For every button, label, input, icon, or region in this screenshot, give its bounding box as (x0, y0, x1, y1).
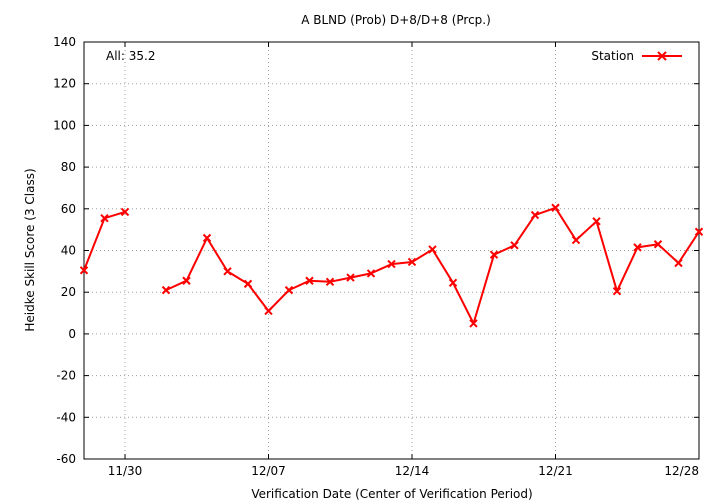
data-point-station (653, 240, 663, 249)
data-point-station (120, 207, 130, 217)
data-point-station (633, 243, 642, 252)
data-point-station (182, 276, 191, 285)
data-point-station (366, 269, 376, 278)
x-axis-label: Verification Date (Center of Verificatio… (251, 487, 532, 501)
data-point-station (79, 266, 89, 275)
data-point-station (387, 259, 396, 269)
data-point-station (592, 217, 601, 226)
summary-annotation: All: 35.2 (106, 49, 155, 63)
x-axis: 11/30 12/07 12/14 12/21 12/28 (108, 42, 700, 478)
data-point-station (284, 285, 294, 295)
data-point-station (100, 213, 109, 223)
x-tick-label: 11/30 (108, 464, 143, 478)
data-point-station (571, 235, 581, 245)
legend-marker-station (657, 51, 667, 61)
data-point-station (489, 250, 499, 259)
data-point-station (243, 279, 253, 289)
x-tick-label: 12/07 (251, 464, 286, 478)
y-tick-label: 120 (53, 77, 76, 91)
chart-title: A BLND (Prob) D+8/D+8 (Prcp.) (301, 13, 491, 27)
data-point-station (305, 276, 314, 285)
data-point-station (448, 278, 458, 288)
data-point-station (346, 273, 355, 282)
series-station (79, 203, 704, 328)
data-point-station (202, 233, 212, 243)
data-point-station (674, 258, 683, 268)
data-point-station (325, 277, 335, 286)
data-point-station (551, 203, 560, 212)
y-tick-label: 100 (53, 118, 76, 132)
y-tick-label: 80 (61, 160, 76, 174)
y-tick-label: 0 (68, 327, 76, 341)
y-tick-label: -20 (56, 369, 76, 383)
y-axis-label: Heidke Skill Score (3 Class) (23, 168, 37, 331)
y-tick-label: 60 (61, 202, 76, 216)
x-tick-label: 12/14 (395, 464, 430, 478)
grid (84, 42, 699, 459)
legend: Station (591, 49, 682, 63)
y-tick-label: -60 (56, 452, 76, 466)
data-point-station (469, 319, 478, 328)
x-tick-label: 12/28 (664, 464, 699, 478)
data-point-station (223, 267, 232, 276)
data-point-station (161, 285, 171, 295)
x-tick-label: 12/21 (538, 464, 573, 478)
data-point-station (510, 241, 519, 250)
legend-label-station: Station (591, 49, 634, 63)
data-point-station (407, 257, 417, 267)
data-point-station (612, 286, 622, 296)
data-point-station (428, 245, 437, 254)
data-point-station (530, 210, 540, 220)
y-tick-label: -40 (56, 410, 76, 424)
y-tick-label: 140 (53, 35, 76, 49)
y-axis: -60 -40 -20 0 20 40 60 80 100 120 140 (53, 35, 699, 466)
y-tick-label: 40 (61, 244, 76, 258)
data-point-station (694, 227, 704, 236)
data-point-station (264, 306, 273, 316)
y-tick-label: 20 (61, 285, 76, 299)
